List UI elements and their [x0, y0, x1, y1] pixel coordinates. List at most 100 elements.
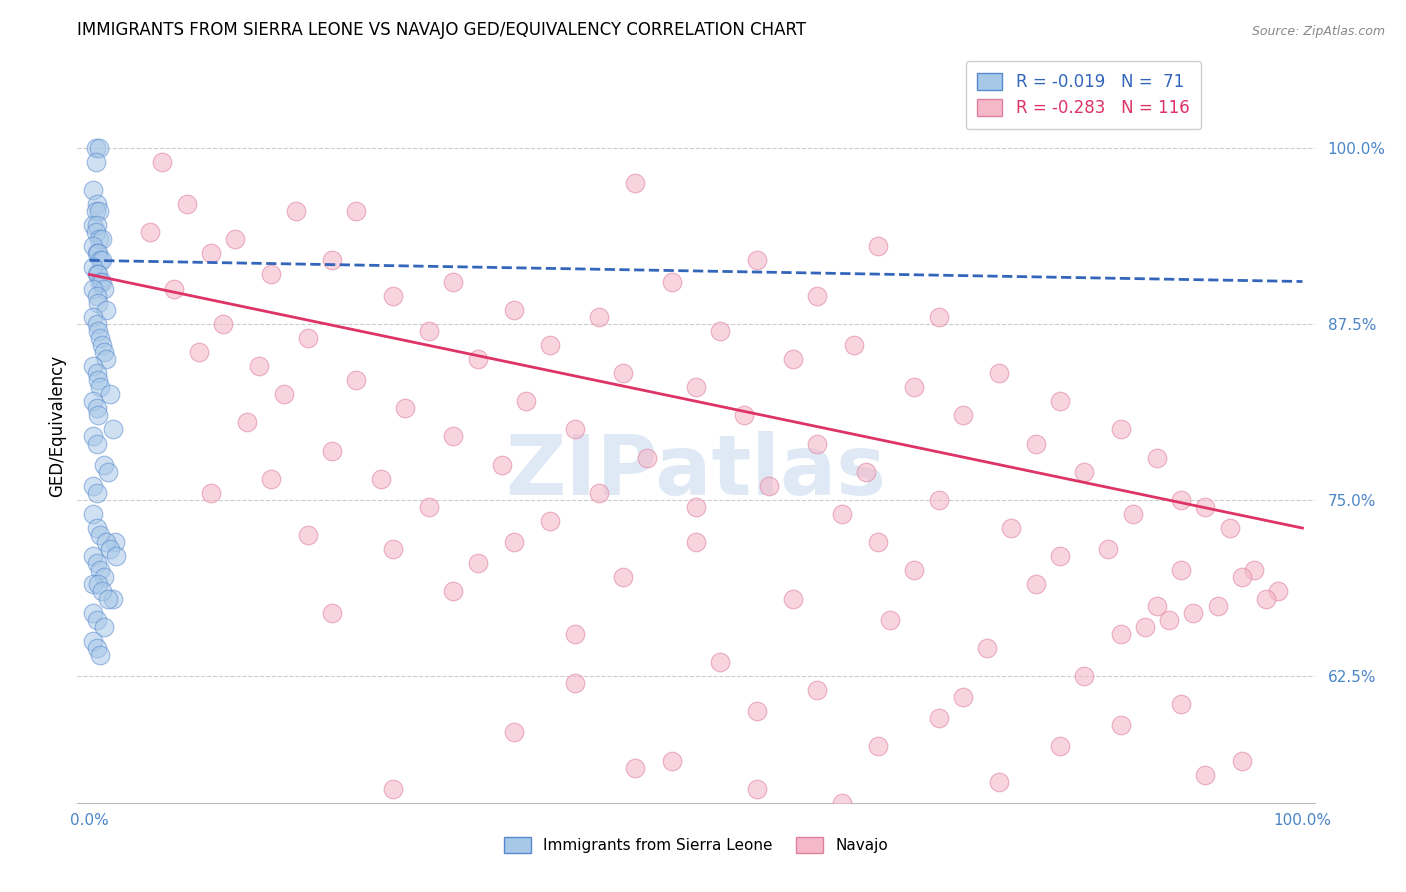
- Point: [89, 528, 111, 542]
- Point: [90, 253, 112, 268]
- Point: [93, 458, 115, 472]
- Point: [685, 535, 707, 549]
- Point: [87, 295, 110, 310]
- Point: [87, 268, 110, 282]
- Point: [98, 387, 121, 401]
- Point: [86, 246, 108, 260]
- Point: [1146, 450, 1168, 465]
- Point: [89, 204, 111, 219]
- Point: [87, 246, 110, 260]
- Point: [1194, 767, 1216, 781]
- Point: [685, 380, 707, 394]
- Point: [89, 275, 111, 289]
- Point: [321, 606, 343, 620]
- Point: [515, 394, 537, 409]
- Point: [1109, 626, 1132, 640]
- Point: [86, 197, 108, 211]
- Point: [89, 648, 111, 662]
- Point: [745, 253, 768, 268]
- Point: [685, 500, 707, 514]
- Point: [564, 676, 586, 690]
- Point: [86, 486, 108, 500]
- Point: [467, 351, 489, 366]
- Point: [176, 197, 198, 211]
- Point: [1157, 613, 1180, 627]
- Point: [855, 465, 877, 479]
- Point: [86, 268, 108, 282]
- Point: [273, 387, 295, 401]
- Point: [441, 584, 464, 599]
- Point: [82, 282, 104, 296]
- Point: [370, 472, 392, 486]
- Legend: Immigrants from Sierra Leone, Navajo: Immigrants from Sierra Leone, Navajo: [498, 831, 894, 859]
- Point: [1194, 500, 1216, 514]
- Point: [247, 359, 270, 373]
- Point: [588, 486, 610, 500]
- Point: [1230, 570, 1253, 584]
- Point: [86, 556, 108, 570]
- Point: [806, 436, 828, 450]
- Point: [1219, 521, 1241, 535]
- Point: [588, 310, 610, 324]
- Point: [212, 317, 235, 331]
- Point: [86, 218, 108, 232]
- Point: [976, 640, 998, 655]
- Point: [200, 486, 222, 500]
- Point: [782, 351, 804, 366]
- Text: Source: ZipAtlas.com: Source: ZipAtlas.com: [1251, 25, 1385, 38]
- Point: [101, 591, 124, 606]
- Text: ZIPatlas: ZIPatlas: [506, 431, 886, 512]
- Point: [344, 373, 367, 387]
- Point: [86, 288, 108, 302]
- Point: [612, 366, 634, 380]
- Point: [1049, 739, 1071, 754]
- Point: [297, 331, 319, 345]
- Point: [96, 351, 118, 366]
- Point: [82, 606, 104, 620]
- Point: [709, 655, 731, 669]
- Point: [661, 275, 683, 289]
- Point: [82, 549, 104, 564]
- Point: [82, 429, 104, 443]
- Point: [89, 331, 111, 345]
- Point: [806, 288, 828, 302]
- Point: [418, 324, 440, 338]
- Point: [503, 535, 526, 549]
- Point: [503, 725, 526, 739]
- Point: [82, 577, 104, 591]
- Point: [321, 443, 343, 458]
- Point: [82, 359, 104, 373]
- Point: [139, 225, 162, 239]
- Point: [1170, 563, 1192, 577]
- Point: [86, 640, 108, 655]
- Point: [93, 282, 115, 296]
- Point: [1133, 620, 1156, 634]
- Point: [297, 528, 319, 542]
- Point: [503, 302, 526, 317]
- Point: [381, 288, 404, 302]
- Point: [260, 472, 283, 486]
- Point: [806, 683, 828, 698]
- Point: [98, 542, 121, 557]
- Point: [418, 500, 440, 514]
- Point: [903, 380, 925, 394]
- Point: [745, 781, 768, 796]
- Point: [82, 310, 104, 324]
- Point: [1073, 465, 1095, 479]
- Point: [538, 514, 561, 528]
- Point: [1025, 577, 1047, 591]
- Point: [1146, 599, 1168, 613]
- Point: [866, 239, 889, 253]
- Point: [93, 345, 115, 359]
- Point: [381, 781, 404, 796]
- Point: [491, 458, 513, 472]
- Point: [82, 507, 104, 521]
- Point: [105, 549, 128, 564]
- Point: [1000, 521, 1022, 535]
- Point: [1243, 563, 1265, 577]
- Point: [260, 268, 283, 282]
- Point: [1073, 669, 1095, 683]
- Point: [90, 584, 112, 599]
- Point: [709, 324, 731, 338]
- Point: [82, 183, 104, 197]
